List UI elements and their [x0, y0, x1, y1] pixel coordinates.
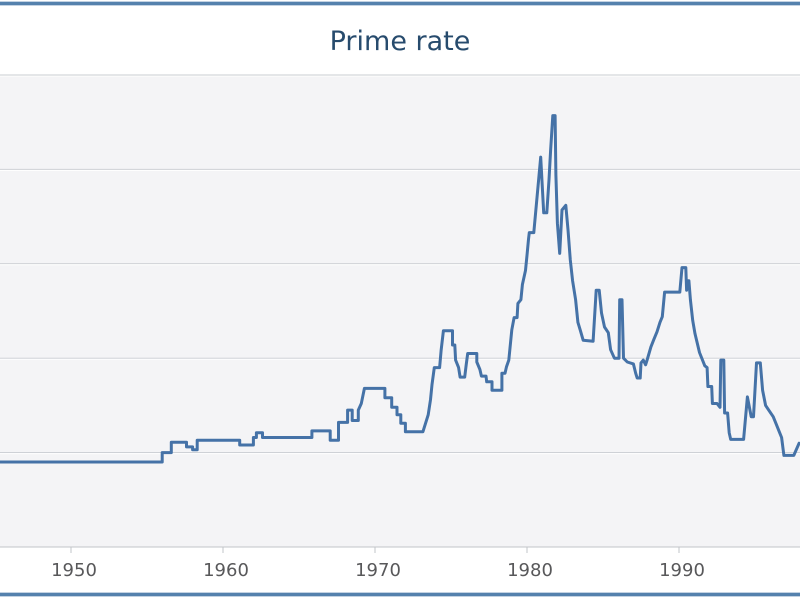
gridlines-group: [0, 74, 800, 455]
bottom-frame-rule: [0, 592, 800, 597]
x-axis-group: 1950 1960 1970 1980 1990: [0, 546, 800, 581]
x-axis-label: 1980: [507, 560, 553, 581]
x-axis-label: 1970: [355, 560, 401, 581]
top-frame-rule: [0, 1, 800, 6]
x-axis-label: 1990: [659, 560, 705, 581]
x-axis-label: 1960: [203, 560, 249, 581]
chart-title: Prime rate: [330, 26, 471, 57]
prime-rate-series-line: [0, 114, 800, 464]
x-axis-label: 1950: [51, 560, 97, 581]
plot-area-background: [0, 75, 800, 547]
series-group: [0, 114, 800, 464]
